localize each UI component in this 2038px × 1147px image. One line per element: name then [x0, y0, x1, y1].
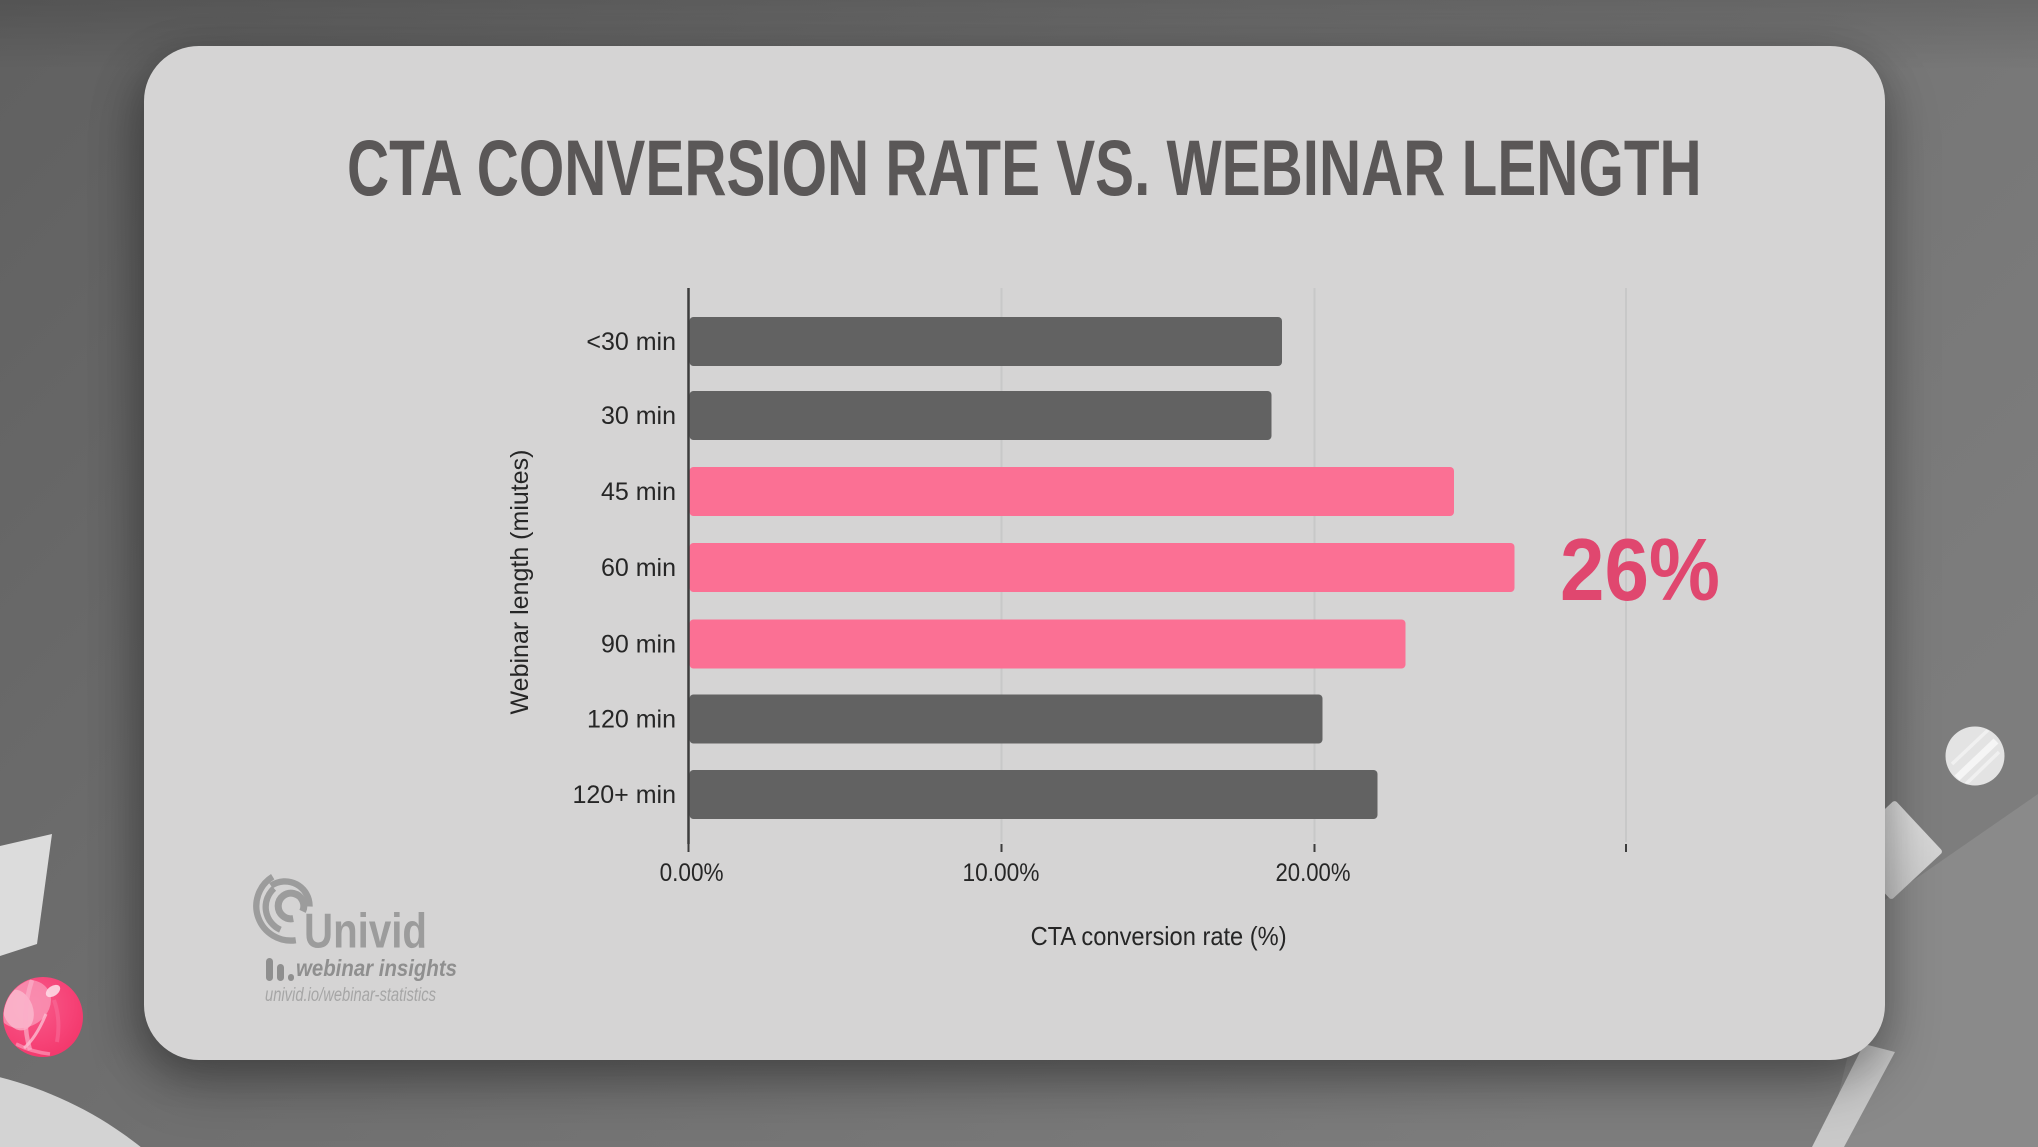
svg-text:<30 min: <30 min [586, 328, 676, 356]
svg-text:90 min: 90 min [601, 631, 676, 659]
svg-text:Webinar length (miutes): Webinar length (miutes) [506, 450, 534, 715]
svg-text:30 min: 30 min [601, 402, 676, 430]
svg-text:120+ min: 120+ min [572, 781, 676, 809]
svg-text:60 min: 60 min [601, 554, 676, 582]
svg-text:CTA conversion rate (%): CTA conversion rate (%) [1031, 921, 1287, 951]
svg-text:120 min: 120 min [587, 706, 676, 734]
svg-text:webinar insights: webinar insights [296, 955, 457, 981]
svg-text:26%: 26% [1560, 520, 1720, 619]
svg-text:20.00%: 20.00% [1276, 859, 1351, 887]
svg-text:0.00%: 0.00% [660, 859, 724, 887]
svg-text:10.00%: 10.00% [963, 859, 1040, 887]
svg-text:45 min: 45 min [601, 478, 676, 506]
svg-text:univid.io/webinar-statistics: univid.io/webinar-statistics [265, 985, 436, 1006]
svg-text:Univid: Univid [304, 905, 427, 959]
